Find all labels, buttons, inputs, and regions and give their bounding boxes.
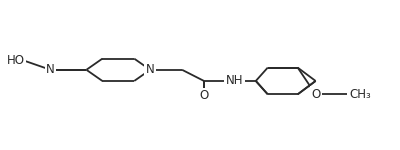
Text: NH: NH xyxy=(226,74,244,87)
Text: CH₃: CH₃ xyxy=(350,88,371,101)
Text: N: N xyxy=(46,63,55,76)
Text: N: N xyxy=(146,63,154,76)
Text: O: O xyxy=(199,89,209,102)
Text: O: O xyxy=(311,88,320,101)
Text: HO: HO xyxy=(7,54,25,67)
